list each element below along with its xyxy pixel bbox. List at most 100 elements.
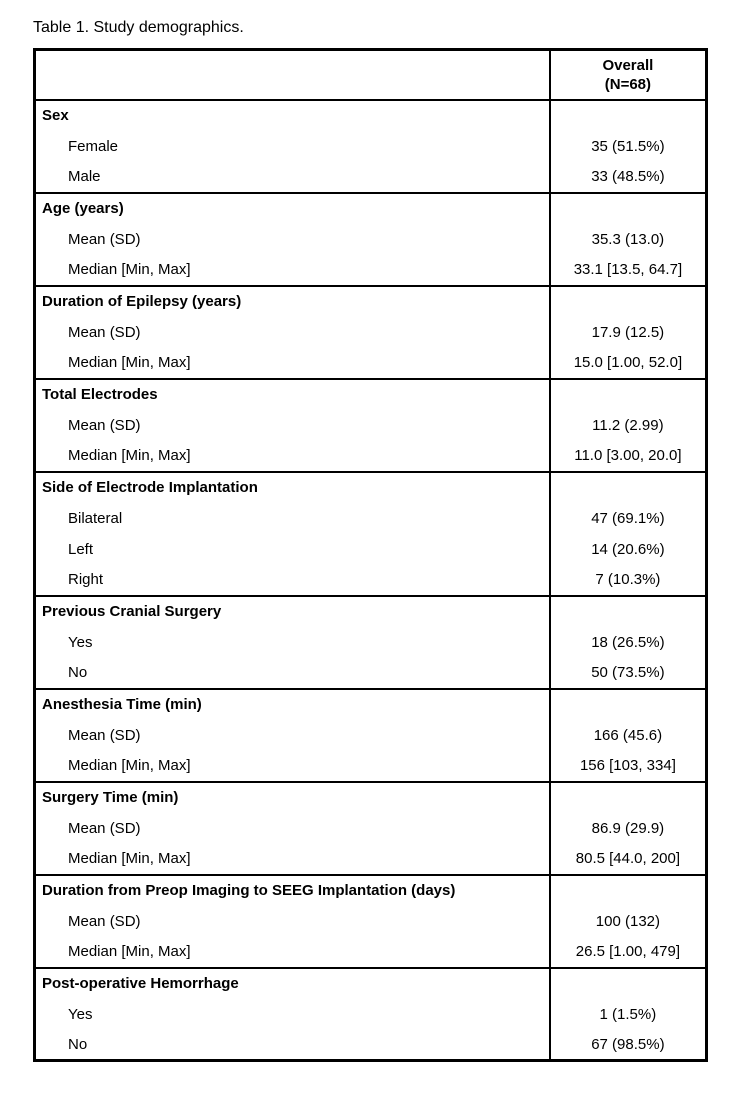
row-value: 35 (51.5%) bbox=[548, 130, 707, 162]
section-postop-hemorrhage: Post-operative Hemorrhage Yes 1 (1.5%) N… bbox=[34, 967, 707, 1061]
row-label: Median [Min, Max] bbox=[68, 850, 191, 867]
section-label: Total Electrodes bbox=[42, 386, 158, 403]
section-age: Age (years) Mean (SD) 35.3 (13.0) Median… bbox=[34, 192, 707, 286]
header-overall-line2: (N=68) bbox=[604, 75, 652, 93]
table-header-row: Overall (N=68) bbox=[35, 49, 707, 100]
table-row: Median [Min, Max] 26.5 [1.00, 479] bbox=[35, 936, 707, 968]
header-empty-cell bbox=[35, 50, 550, 100]
table-row: Median [Min, Max] 15.0 [1.00, 52.0] bbox=[35, 347, 707, 379]
row-label: Yes bbox=[68, 1005, 93, 1023]
table-row: Mean (SD) 11.2 (2.99) bbox=[35, 409, 707, 441]
row-value: 33.1 [13.5, 64.7] bbox=[548, 254, 707, 286]
row-value: 166 (45.6) bbox=[548, 719, 707, 751]
table-row: Median [Min, Max] 11.0 [3.00, 20.0] bbox=[35, 440, 707, 472]
table-row: Mean (SD) 35.3 (13.0) bbox=[35, 223, 707, 255]
section-header-row: Previous Cranial Surgery bbox=[35, 595, 707, 627]
table-row: Bilateral 47 (69.1%) bbox=[35, 502, 707, 534]
section-header-row: Total Electrodes bbox=[35, 378, 707, 410]
row-value: 86.9 (29.9) bbox=[548, 812, 707, 844]
row-label: Male bbox=[68, 168, 101, 185]
section-surgery-time: Surgery Time (min) Mean (SD) 86.9 (29.9)… bbox=[34, 781, 707, 875]
section-empty-value bbox=[548, 781, 707, 813]
row-label: Female bbox=[68, 137, 119, 155]
row-label: Median [Min, Max] bbox=[68, 261, 191, 278]
section-header-row: Duration of Epilepsy (years) bbox=[35, 285, 707, 317]
section-empty-value bbox=[548, 378, 707, 410]
row-label: Yes bbox=[68, 633, 93, 651]
row-label: Left bbox=[68, 540, 94, 558]
section-header-row: Sex bbox=[35, 99, 707, 131]
row-label: Mean (SD) bbox=[68, 323, 141, 341]
row-value: 1 (1.5%) bbox=[548, 998, 707, 1030]
table-row: Median [Min, Max] 80.5 [44.0, 200] bbox=[35, 843, 707, 875]
row-label: No bbox=[68, 1035, 88, 1053]
section-label: Post-operative Hemorrhage bbox=[42, 975, 239, 992]
section-side-implantation: Side of Electrode Implantation Bilateral… bbox=[34, 471, 707, 596]
section-label: Duration of Epilepsy (years) bbox=[42, 293, 242, 310]
table-row: Mean (SD) 166 (45.6) bbox=[35, 719, 707, 751]
row-label: Mean (SD) bbox=[68, 819, 141, 837]
section-empty-value bbox=[548, 967, 707, 999]
section-previous-surgery: Previous Cranial Surgery Yes 18 (26.5%) … bbox=[34, 595, 707, 689]
section-label: Sex bbox=[42, 107, 69, 124]
table-row: Mean (SD) 86.9 (29.9) bbox=[35, 812, 707, 844]
section-label: Surgery Time (min) bbox=[42, 789, 179, 806]
section-label: Age (years) bbox=[42, 200, 124, 217]
row-label: No bbox=[68, 664, 88, 681]
section-empty-value bbox=[548, 874, 707, 906]
row-label: Bilateral bbox=[68, 509, 123, 527]
table-row: Yes 18 (26.5%) bbox=[35, 626, 707, 658]
table-row: Mean (SD) 17.9 (12.5) bbox=[35, 316, 707, 348]
section-empty-value bbox=[548, 285, 707, 317]
row-label: Mean (SD) bbox=[68, 912, 141, 930]
row-value: 17.9 (12.5) bbox=[548, 316, 707, 348]
section-total-electrodes: Total Electrodes Mean (SD) 11.2 (2.99) M… bbox=[34, 378, 707, 472]
row-value: 80.5 [44.0, 200] bbox=[548, 843, 707, 875]
section-label: Side of Electrode Implantation bbox=[42, 479, 258, 496]
demographics-table: Overall (N=68) Sex Female 35 (51.5%) Mal… bbox=[33, 48, 708, 1062]
row-value: 26.5 [1.00, 479] bbox=[548, 936, 707, 968]
table-row: Yes 1 (1.5%) bbox=[35, 998, 707, 1030]
row-value: 100 (132) bbox=[548, 905, 707, 937]
row-label: Median [Min, Max] bbox=[68, 354, 191, 371]
row-value: 67 (98.5%) bbox=[548, 1029, 707, 1061]
section-label: Duration from Preop Imaging to SEEG Impl… bbox=[42, 882, 456, 899]
row-value: 47 (69.1%) bbox=[548, 502, 707, 534]
row-value: 11.0 [3.00, 20.0] bbox=[548, 440, 707, 472]
section-empty-value bbox=[548, 595, 707, 627]
section-header-row: Duration from Preop Imaging to SEEG Impl… bbox=[35, 874, 707, 906]
section-header-row: Side of Electrode Implantation bbox=[35, 471, 707, 503]
row-value: 11.2 (2.99) bbox=[548, 409, 707, 441]
row-value: 33 (48.5%) bbox=[548, 161, 707, 193]
section-anesthesia-time: Anesthesia Time (min) Mean (SD) 166 (45.… bbox=[34, 688, 707, 782]
row-value: 50 (73.5%) bbox=[548, 657, 707, 689]
table-row: Male 33 (48.5%) bbox=[35, 161, 707, 193]
row-value: 7 (10.3%) bbox=[548, 564, 707, 596]
table-row: No 67 (98.5%) bbox=[35, 1029, 707, 1061]
row-label: Right bbox=[68, 571, 104, 588]
section-sex: Sex Female 35 (51.5%) Male 33 (48.5%) bbox=[34, 99, 707, 193]
header-overall-cell: Overall (N=68) bbox=[548, 49, 707, 100]
section-empty-value bbox=[548, 99, 707, 131]
row-label: Mean (SD) bbox=[68, 230, 141, 248]
row-label: Median [Min, Max] bbox=[68, 943, 191, 960]
section-label: Anesthesia Time (min) bbox=[42, 696, 202, 713]
table-row: Median [Min, Max] 156 [103, 334] bbox=[35, 750, 707, 782]
section-empty-value bbox=[548, 471, 707, 503]
section-header-row: Post-operative Hemorrhage bbox=[35, 967, 707, 999]
table-row: No 50 (73.5%) bbox=[35, 657, 707, 689]
section-duration-epilepsy: Duration of Epilepsy (years) Mean (SD) 1… bbox=[34, 285, 707, 379]
row-value: 14 (20.6%) bbox=[548, 533, 707, 565]
table-row: Median [Min, Max] 33.1 [13.5, 64.7] bbox=[35, 254, 707, 286]
row-value: 35.3 (13.0) bbox=[548, 223, 707, 255]
row-value: 156 [103, 334] bbox=[548, 750, 707, 782]
section-header-row: Anesthesia Time (min) bbox=[35, 688, 707, 720]
section-empty-value bbox=[548, 192, 707, 224]
table-row: Mean (SD) 100 (132) bbox=[35, 905, 707, 937]
row-label: Mean (SD) bbox=[68, 416, 141, 434]
section-label: Previous Cranial Surgery bbox=[42, 603, 222, 620]
row-label: Median [Min, Max] bbox=[68, 757, 191, 774]
row-label: Median [Min, Max] bbox=[68, 447, 191, 464]
section-duration-preop-imaging: Duration from Preop Imaging to SEEG Impl… bbox=[34, 874, 707, 968]
